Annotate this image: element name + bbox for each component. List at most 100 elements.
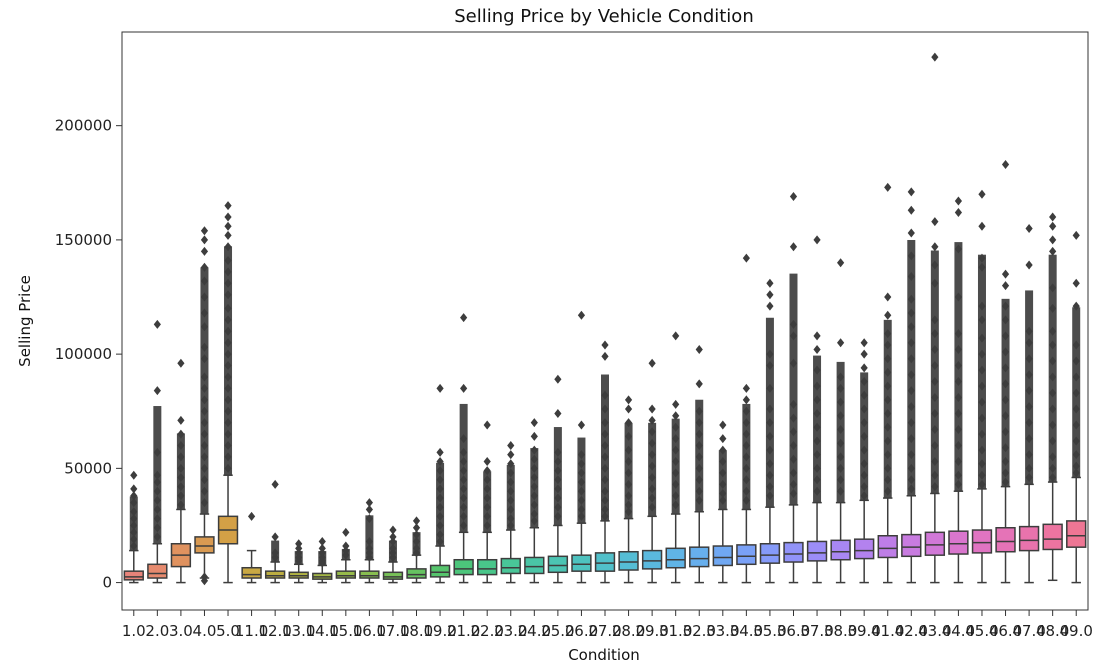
box-group-41-0: [877, 182, 898, 584]
outlier-point: [200, 475, 209, 485]
x-tick-label: 45.0: [965, 622, 998, 640]
box-group-24-0: [524, 418, 545, 584]
outlier-point: [200, 383, 209, 393]
outlier-point: [978, 397, 986, 407]
outlier-point: [907, 187, 915, 197]
outlier-point: [507, 514, 515, 524]
outlier-point: [200, 322, 209, 332]
outlier-point: [1072, 404, 1080, 414]
outlier-point: [130, 470, 138, 480]
outlier-point: [789, 479, 798, 489]
outlier-point: [1001, 315, 1010, 325]
box-iqr: [759, 542, 781, 564]
outlier-point: [860, 445, 868, 455]
outlier-point: [436, 530, 444, 540]
outlier-point: [460, 457, 468, 467]
outlier-point: [483, 466, 491, 476]
x-tick-label: 33.0: [706, 622, 739, 640]
outlier-point: [200, 308, 209, 318]
outlier-point: [860, 404, 868, 414]
box-group-31-0: [665, 331, 686, 584]
box-group-18-0: [406, 516, 427, 584]
box-iqr: [665, 547, 686, 569]
outlier-point: [954, 361, 963, 371]
outlier-point: [884, 486, 892, 496]
x-tick-label: 16.0: [353, 622, 386, 640]
outlier-point: [1001, 443, 1010, 453]
x-tick-label: 37.0: [800, 622, 833, 640]
outlier-point: [365, 552, 373, 562]
box-group-23-0: [500, 441, 521, 584]
outlier-point: [601, 463, 609, 473]
outlier-point: [153, 504, 161, 514]
outlier-point: [153, 523, 161, 533]
outlier-point: [954, 377, 963, 387]
outlier-point: [907, 228, 915, 238]
outlier-point: [1049, 212, 1057, 222]
outlier-point: [648, 415, 656, 425]
outlier-point: [554, 409, 562, 419]
box-group-48-0: [1042, 212, 1063, 582]
outlier-point: [483, 457, 491, 467]
outlier-point: [530, 500, 538, 510]
outlier-point: [389, 532, 397, 542]
outlier-point: [978, 333, 986, 343]
outlier-point: [177, 463, 185, 473]
outlier-point: [624, 468, 633, 478]
outlier-point: [577, 511, 586, 521]
outlier-point: [271, 479, 279, 489]
outlier-point: [978, 445, 986, 455]
outlier-point: [224, 429, 232, 439]
outlier-point: [224, 361, 232, 371]
outlier-point: [200, 498, 209, 508]
outlier-point: [1049, 404, 1057, 414]
x-tick-label: 36.0: [777, 622, 810, 640]
outlier-point: [742, 452, 750, 462]
outlier-point: [271, 548, 279, 558]
outlier-point: [460, 447, 468, 457]
box-group-17-0: [382, 525, 404, 584]
outlier-point: [766, 404, 774, 414]
outlier-point: [224, 221, 232, 231]
outlier-point: [954, 409, 963, 419]
box-group-49-0: [1066, 230, 1087, 584]
box-group-34-0: [736, 253, 757, 584]
box-iqr: [264, 570, 286, 579]
outlier-point: [224, 441, 232, 451]
plot-frame: [121, 31, 1089, 611]
outlier-point: [412, 536, 421, 546]
y-axis: 0 50000 100000 150000 200000: [55, 117, 122, 592]
outlier-point: [931, 217, 939, 227]
box-iqr: [948, 530, 969, 555]
outlier-point: [789, 427, 798, 437]
outlier-point: [412, 530, 421, 540]
outlier-point: [483, 420, 491, 430]
outlier-point: [837, 438, 845, 448]
outlier-point: [1049, 303, 1057, 313]
outlier-point: [530, 454, 538, 464]
box-group-44-0: [948, 196, 969, 584]
outlier-point: [1001, 347, 1010, 357]
box-iqr: [123, 570, 144, 581]
box-iqr: [783, 541, 804, 563]
outlier-point: [177, 491, 185, 501]
outlier-point: [813, 422, 821, 432]
outlier-point: [1001, 411, 1010, 421]
outlier-point: [931, 377, 939, 387]
outlier-point: [907, 434, 915, 444]
outlier-point: [554, 511, 562, 521]
outlier-point: [907, 322, 915, 332]
box-iqr: [359, 570, 380, 579]
x-tick-label: 31.0: [659, 622, 692, 640]
outlier-point: [601, 486, 609, 496]
box-group-16-0: [359, 498, 380, 584]
outlier-point: [200, 395, 209, 405]
outlier-point: [460, 520, 468, 530]
outlier-point: [342, 550, 350, 560]
outlier-point: [954, 479, 963, 489]
outlier-point: [766, 482, 774, 492]
outlier-point: [460, 502, 468, 512]
outlier-point: [200, 572, 209, 582]
x-tick-label: 26.0: [565, 622, 598, 640]
outlier-point: [789, 358, 798, 368]
